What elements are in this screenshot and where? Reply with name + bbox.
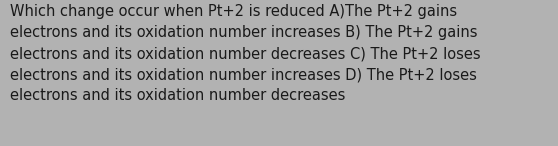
- Text: Which change occur when Pt+2 is reduced A)The Pt+2 gains
electrons and its oxida: Which change occur when Pt+2 is reduced …: [10, 4, 480, 103]
